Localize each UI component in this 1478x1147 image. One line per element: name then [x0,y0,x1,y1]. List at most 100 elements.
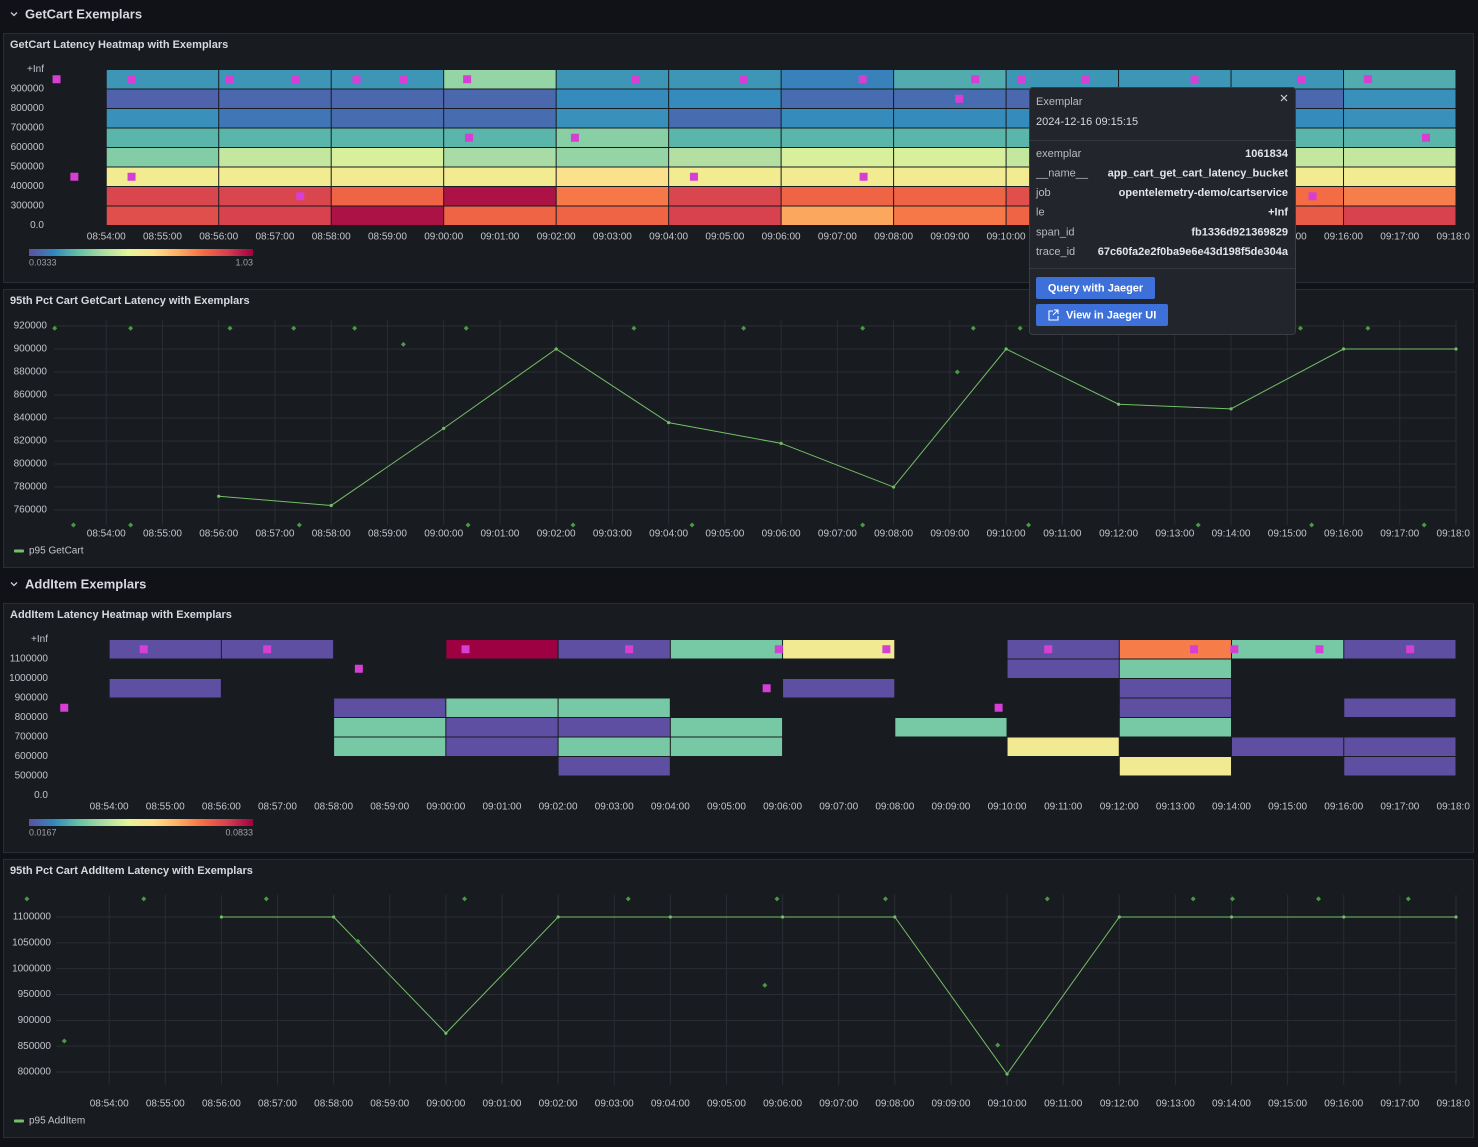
exemplar[interactable] [860,325,866,331]
exemplar[interactable] [1421,522,1427,528]
point [442,426,446,430]
exemplar[interactable] [774,645,783,654]
exemplar[interactable] [463,75,472,84]
exemplar[interactable] [1190,645,1199,654]
point [892,485,896,489]
query-button[interactable] [1036,277,1155,299]
exemplar[interactable] [463,325,469,331]
exemplar[interactable] [1229,896,1235,902]
exemplar[interactable] [689,522,695,528]
row-title[interactable]: GetCart Exemplars [25,6,142,21]
exemplar[interactable] [465,522,471,528]
exemplar[interactable] [955,94,964,103]
exemplar[interactable] [631,75,640,84]
exemplar[interactable] [461,645,470,654]
exemplar[interactable] [858,75,867,84]
view-button[interactable] [1036,304,1168,326]
exemplar[interactable] [1230,645,1239,654]
exemplar[interactable] [1044,896,1050,902]
exemplar[interactable] [1316,896,1322,902]
exemplar[interactable] [954,369,960,375]
exemplar[interactable] [400,341,406,347]
exemplar[interactable] [52,325,58,331]
exemplar[interactable] [61,1038,67,1044]
exemplar[interactable] [296,522,302,528]
exemplar[interactable] [739,75,748,84]
exemplar[interactable] [291,75,300,84]
exemplar[interactable] [70,172,79,181]
exemplar[interactable] [291,325,297,331]
exemplar[interactable] [399,75,408,84]
exemplar[interactable] [995,1042,1001,1048]
y-tick-label: 900000 [11,84,45,95]
exemplar[interactable] [1308,192,1317,201]
exemplar[interactable] [762,684,771,693]
exemplar[interactable] [355,938,361,944]
exemplar[interactable] [128,522,134,528]
exemplar[interactable] [1017,325,1023,331]
legend-label[interactable]: p95 AddItem [29,1116,85,1127]
exemplar[interactable] [462,896,468,902]
exemplar[interactable] [1309,522,1315,528]
button-label[interactable]: Query with Jaeger [1048,282,1144,294]
exemplar[interactable] [1190,75,1199,84]
exemplar[interactable] [139,645,148,654]
exemplar[interactable] [882,896,888,902]
exemplar[interactable] [52,75,61,84]
exemplar[interactable] [24,896,30,902]
exemplar[interactable] [741,325,747,331]
exemplar[interactable] [1081,75,1090,84]
exemplar[interactable] [882,645,891,654]
exemplar[interactable] [994,703,1003,712]
exemplar[interactable] [1297,325,1303,331]
exemplar[interactable] [1363,75,1372,84]
exemplar[interactable] [354,664,363,673]
exemplar[interactable] [762,982,768,988]
exemplar[interactable] [1365,325,1371,331]
exemplar[interactable] [1044,645,1053,654]
row-title[interactable]: AddItem Exemplars [25,576,146,591]
exemplar[interactable] [631,325,637,331]
exemplar[interactable] [689,172,698,181]
exemplar[interactable] [60,703,69,712]
exemplar[interactable] [263,896,269,902]
exemplar[interactable] [227,325,233,331]
exemplar[interactable] [127,172,136,181]
exemplar[interactable] [141,896,147,902]
exemplar[interactable] [1190,896,1196,902]
close-button[interactable] [1280,94,1288,102]
exemplar[interactable] [464,133,473,142]
exemplar[interactable] [625,645,634,654]
exemplar[interactable] [1026,522,1032,528]
exemplar[interactable] [1422,133,1431,142]
exemplar[interactable] [570,522,576,528]
exemplar[interactable] [1406,645,1415,654]
exemplar[interactable] [225,75,234,84]
y-tick-label: 880000 [14,367,48,378]
exemplar[interactable] [1018,75,1027,84]
exemplar[interactable] [127,75,136,84]
button-label[interactable]: View in Jaeger UI [1066,309,1156,321]
exemplar[interactable] [352,75,361,84]
collapse-chevron[interactable] [10,12,18,17]
exemplar[interactable] [128,325,134,331]
legend-label[interactable]: p95 GetCart [29,546,84,557]
exemplar[interactable] [971,75,980,84]
exemplar[interactable] [625,896,631,902]
exemplar[interactable] [1315,645,1324,654]
tooltip-title: Exemplar [1036,96,1083,108]
exemplar[interactable] [263,645,272,654]
collapse-chevron[interactable] [10,582,18,587]
exemplar[interactable] [352,325,358,331]
exemplar[interactable] [970,325,976,331]
exemplar[interactable] [1405,896,1411,902]
exemplar[interactable] [860,522,866,528]
exemplar[interactable] [570,133,579,142]
exemplar[interactable] [1195,522,1201,528]
heatmap-cell [331,187,444,206]
exemplar[interactable] [1297,75,1306,84]
exemplar[interactable] [70,522,76,528]
exemplar[interactable] [859,172,868,181]
exemplar[interactable] [296,192,305,201]
exemplar[interactable] [774,896,780,902]
